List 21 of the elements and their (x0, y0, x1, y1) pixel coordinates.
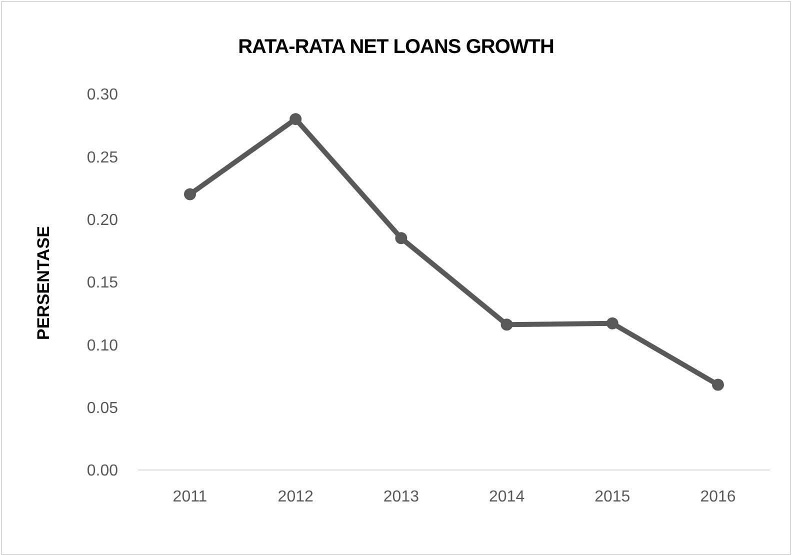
y-tick-label: 0.20 (86, 212, 118, 230)
y-tick-label: 0.00 (86, 462, 118, 480)
x-tick-label: 2014 (489, 488, 525, 506)
point (500, 318, 513, 331)
chart-title: RATA-RATA NET LOANS GROWTH (237, 36, 555, 59)
point (712, 378, 724, 391)
point (184, 188, 196, 200)
y-tick-label: 0.25 (86, 149, 118, 166)
y-tick-label: 0.15 (86, 274, 118, 292)
y-tick-label: 0.30 (86, 86, 118, 104)
x-tick-label: 2012 (278, 488, 314, 506)
x-tick-label: 2015 (594, 488, 630, 506)
x-tick-label: 2011 (172, 488, 208, 506)
y-axis-title: PERSENTASE (34, 226, 54, 340)
point (395, 232, 408, 244)
x-tick-label: 2013 (383, 488, 420, 506)
y-tick-label: 0.05 (86, 400, 118, 418)
point (290, 113, 302, 126)
x-tick-label: 2016 (700, 488, 736, 506)
point (606, 317, 618, 330)
y-tick-label: 0.10 (86, 337, 118, 354)
